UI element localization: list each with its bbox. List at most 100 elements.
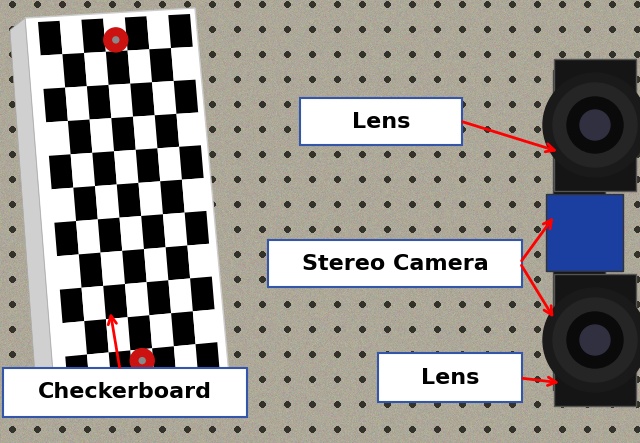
Polygon shape	[60, 20, 84, 54]
Polygon shape	[95, 184, 120, 219]
Circle shape	[104, 28, 128, 52]
Polygon shape	[46, 121, 70, 156]
FancyBboxPatch shape	[268, 240, 522, 287]
Polygon shape	[103, 284, 128, 319]
Polygon shape	[171, 311, 196, 346]
Polygon shape	[155, 114, 179, 148]
Polygon shape	[98, 218, 122, 253]
FancyBboxPatch shape	[300, 98, 462, 145]
Polygon shape	[174, 344, 198, 379]
Circle shape	[553, 83, 637, 167]
Polygon shape	[196, 342, 220, 377]
Polygon shape	[177, 113, 201, 147]
Polygon shape	[138, 181, 163, 216]
Polygon shape	[163, 213, 188, 247]
Polygon shape	[87, 353, 111, 388]
Polygon shape	[190, 276, 214, 311]
Polygon shape	[147, 15, 171, 49]
Polygon shape	[92, 152, 116, 186]
Polygon shape	[90, 118, 114, 153]
Polygon shape	[131, 348, 155, 384]
Text: Checkerboard: Checkerboard	[38, 382, 212, 403]
Polygon shape	[128, 315, 152, 350]
Polygon shape	[76, 219, 100, 254]
Polygon shape	[74, 186, 98, 221]
Polygon shape	[131, 82, 155, 117]
Polygon shape	[168, 278, 193, 313]
Polygon shape	[173, 80, 198, 114]
Polygon shape	[49, 154, 74, 189]
FancyBboxPatch shape	[546, 194, 623, 271]
Polygon shape	[136, 148, 160, 183]
Text: Lens: Lens	[421, 368, 479, 388]
Circle shape	[113, 37, 119, 43]
Polygon shape	[182, 178, 206, 213]
Polygon shape	[114, 150, 138, 184]
Polygon shape	[144, 247, 168, 282]
Polygon shape	[179, 145, 204, 180]
Polygon shape	[60, 288, 84, 323]
Polygon shape	[152, 81, 177, 115]
Circle shape	[140, 358, 145, 364]
Text: Lens: Lens	[352, 112, 410, 132]
Polygon shape	[111, 117, 136, 152]
Polygon shape	[100, 251, 125, 286]
Polygon shape	[87, 85, 111, 120]
Polygon shape	[70, 153, 95, 188]
Circle shape	[580, 110, 610, 140]
Polygon shape	[109, 84, 133, 118]
Circle shape	[553, 298, 637, 382]
Circle shape	[567, 97, 623, 153]
Polygon shape	[10, 18, 55, 415]
Polygon shape	[193, 309, 217, 344]
Polygon shape	[122, 249, 147, 284]
Polygon shape	[168, 14, 193, 48]
Polygon shape	[52, 188, 76, 223]
Polygon shape	[44, 88, 68, 122]
Polygon shape	[109, 350, 133, 386]
Polygon shape	[120, 216, 144, 251]
Polygon shape	[149, 48, 173, 82]
Polygon shape	[133, 115, 157, 150]
Polygon shape	[185, 211, 209, 245]
Polygon shape	[188, 244, 212, 278]
Polygon shape	[141, 214, 166, 249]
Polygon shape	[63, 53, 87, 88]
Circle shape	[130, 349, 154, 373]
Polygon shape	[106, 317, 131, 353]
FancyBboxPatch shape	[554, 274, 636, 406]
Circle shape	[567, 312, 623, 368]
FancyBboxPatch shape	[378, 353, 522, 402]
Polygon shape	[81, 19, 106, 53]
Polygon shape	[63, 321, 87, 357]
Polygon shape	[65, 354, 90, 390]
Circle shape	[543, 73, 640, 177]
Polygon shape	[41, 54, 65, 89]
Circle shape	[580, 325, 610, 355]
Polygon shape	[79, 253, 103, 288]
Polygon shape	[160, 180, 185, 214]
Polygon shape	[57, 254, 81, 290]
FancyBboxPatch shape	[3, 368, 247, 417]
FancyBboxPatch shape	[554, 59, 636, 191]
Polygon shape	[84, 52, 109, 86]
Polygon shape	[157, 147, 182, 181]
Polygon shape	[65, 86, 90, 121]
Polygon shape	[38, 21, 63, 55]
Circle shape	[543, 288, 640, 392]
Polygon shape	[68, 120, 92, 154]
Polygon shape	[106, 51, 131, 85]
Polygon shape	[127, 49, 152, 84]
Polygon shape	[152, 346, 177, 381]
Polygon shape	[166, 245, 190, 280]
Text: Stereo Camera: Stereo Camera	[301, 253, 488, 273]
Polygon shape	[125, 16, 149, 51]
Polygon shape	[125, 282, 149, 317]
Polygon shape	[54, 221, 79, 256]
Polygon shape	[171, 47, 195, 81]
Polygon shape	[25, 8, 230, 400]
Polygon shape	[116, 183, 141, 218]
Polygon shape	[84, 319, 109, 354]
Polygon shape	[81, 286, 106, 321]
Polygon shape	[553, 70, 605, 390]
